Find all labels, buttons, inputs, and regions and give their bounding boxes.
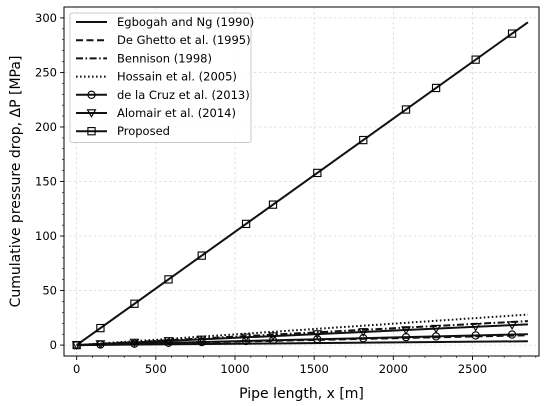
x-tick-label: 0 bbox=[73, 362, 80, 376]
series-line bbox=[76, 21, 529, 346]
series-line bbox=[76, 313, 528, 347]
grid bbox=[64, 7, 539, 356]
series-lines bbox=[76, 21, 529, 347]
y-tick-label: 50 bbox=[42, 284, 57, 298]
data-point-marker bbox=[268, 200, 278, 209]
y-tick-label: 300 bbox=[35, 11, 57, 25]
data-point-marker bbox=[401, 326, 411, 335]
legend-entry: Alomair et al. (2014) bbox=[117, 106, 236, 120]
y-axis-label: Cumulative pressure drop, ΔP [MPa] bbox=[8, 56, 24, 308]
data-point-marker bbox=[431, 83, 441, 93]
x-tick-label: 2000 bbox=[379, 362, 408, 376]
legend-entry: Egbogah and Ng (1990) bbox=[117, 15, 254, 29]
legend-marker bbox=[86, 109, 97, 118]
data-point-marker bbox=[507, 29, 517, 38]
series-line bbox=[76, 323, 528, 347]
data-point-marker bbox=[241, 333, 252, 343]
y-tick-label: 0 bbox=[50, 338, 57, 352]
data-point-marker bbox=[507, 321, 518, 331]
x-tick-label: 1500 bbox=[300, 362, 329, 376]
data-point-marker bbox=[163, 337, 174, 346]
legend-entry: Bennison (1998) bbox=[117, 51, 212, 65]
data-point-marker bbox=[197, 251, 206, 260]
data-point-marker bbox=[129, 338, 140, 348]
data-point-marker bbox=[312, 330, 323, 339]
data-point-marker bbox=[164, 338, 173, 348]
y-tick-label: 200 bbox=[35, 120, 57, 134]
data-point-marker bbox=[313, 335, 322, 344]
data-point-marker bbox=[313, 168, 322, 178]
data-point-marker bbox=[164, 275, 173, 284]
data-point-marker bbox=[95, 340, 106, 349]
y-tick-label: 150 bbox=[35, 175, 57, 189]
data-point-marker bbox=[197, 337, 206, 347]
x-tick-label: 2500 bbox=[458, 362, 487, 376]
data-point-marker bbox=[268, 332, 278, 341]
data-point-marker bbox=[359, 135, 368, 145]
x-tick-label: 1000 bbox=[220, 362, 249, 376]
data-point-marker bbox=[471, 331, 480, 340]
data-point-marker bbox=[358, 328, 369, 337]
data-point-marker bbox=[359, 334, 368, 343]
y-tick-label: 100 bbox=[35, 229, 57, 243]
legend-entry: Proposed bbox=[117, 124, 170, 138]
axis-ticks: 0 500 1000 1500 2000 2500 0 50 100 150 200 250 300 bbox=[35, 11, 537, 376]
data-point-marker bbox=[130, 299, 139, 308]
data-point-marker bbox=[431, 324, 442, 334]
legend-box bbox=[69, 12, 252, 143]
data-point-marker bbox=[196, 335, 207, 345]
data-point-marker bbox=[241, 219, 251, 229]
data-point-marker bbox=[72, 340, 81, 350]
x-axis-label: Pipe length, x [m] bbox=[239, 386, 364, 402]
y-tick-label: 250 bbox=[35, 65, 57, 79]
legend-entry: de la Cruz et al. (2013) bbox=[117, 88, 250, 102]
data-point-marker bbox=[470, 323, 481, 332]
series-line bbox=[76, 333, 528, 347]
data-point-marker bbox=[507, 330, 517, 339]
data-point-marker bbox=[471, 55, 480, 64]
data-point-marker bbox=[268, 336, 278, 345]
data-point-marker bbox=[401, 105, 411, 114]
series-markers bbox=[71, 29, 518, 351]
legend-entry: De Ghetto et al. (1995) bbox=[117, 33, 251, 47]
legend-marker bbox=[87, 127, 96, 136]
legend: Egbogah and Ng (1990) De Ghetto et al. (1… bbox=[69, 12, 254, 143]
data-point-marker bbox=[96, 323, 105, 333]
data-point-marker bbox=[241, 336, 251, 346]
x-tick-label: 500 bbox=[145, 362, 167, 376]
legend-entry: Hossain et al. (2005) bbox=[117, 70, 237, 84]
legend-marker bbox=[87, 90, 96, 99]
